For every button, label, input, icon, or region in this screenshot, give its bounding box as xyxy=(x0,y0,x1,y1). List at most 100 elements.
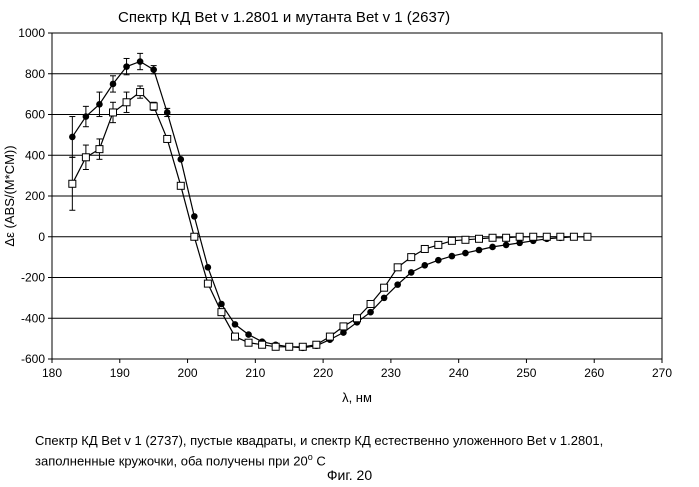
data-point-circle xyxy=(218,300,225,308)
data-point-square xyxy=(68,179,77,188)
x-tick-label: 270 xyxy=(652,366,672,380)
data-point-square xyxy=(583,232,592,241)
data-point-circle xyxy=(462,249,469,257)
data-point-square xyxy=(176,181,185,190)
x-tick-label: 220 xyxy=(313,366,333,380)
x-tick-label: 250 xyxy=(516,366,536,380)
data-point-circle xyxy=(96,101,103,108)
data-point-circle xyxy=(123,63,130,70)
data-point-square xyxy=(244,338,253,347)
x-tick-label: 200 xyxy=(178,366,198,380)
series-2 xyxy=(68,85,592,351)
y-axis-ticks: -600 -400 -200 0 200 400 600 800 1000 xyxy=(18,26,52,366)
data-point-square xyxy=(569,232,578,241)
data-point-square xyxy=(95,145,104,154)
data-point-square xyxy=(542,232,551,241)
data-point-square xyxy=(475,234,483,243)
data-point-square xyxy=(488,233,497,242)
data-point-circle xyxy=(136,58,144,65)
data-point-circle xyxy=(109,80,117,88)
data-point-circle xyxy=(231,321,239,328)
degree-mark: o xyxy=(307,452,313,462)
data-point-square xyxy=(502,233,511,242)
data-point-square xyxy=(529,232,538,241)
caption-line-2: заполненные кружочки, оба получены при 2… xyxy=(35,449,695,469)
data-point-square xyxy=(109,108,117,117)
data-point-circle xyxy=(69,133,76,141)
y-tick-label: -600 xyxy=(21,352,45,366)
x-axis-label: λ, нм xyxy=(342,390,372,405)
data-point-square xyxy=(298,342,307,351)
data-point-circle xyxy=(394,281,401,288)
data-point-square xyxy=(325,332,334,341)
data-point-square xyxy=(190,232,199,241)
data-point-square xyxy=(434,240,443,249)
data-point-square xyxy=(393,263,402,272)
series-group xyxy=(68,52,592,352)
x-tick-label: 240 xyxy=(449,366,469,380)
data-point-square xyxy=(163,134,172,143)
data-point-square xyxy=(217,308,226,317)
y-tick-label: 400 xyxy=(25,148,45,162)
data-point-square xyxy=(556,232,565,241)
caption-line-2-end: C xyxy=(312,453,326,469)
y-axis-label: Δε (ABS/(M*CM)) xyxy=(2,145,17,246)
data-point-square xyxy=(407,253,416,262)
x-tick-label: 230 xyxy=(381,366,401,380)
data-point-square xyxy=(461,235,470,244)
data-point-circle xyxy=(489,243,496,251)
x-tick-label: 190 xyxy=(110,366,130,380)
data-point-circle xyxy=(380,294,388,302)
y-tick-label: 200 xyxy=(25,189,45,203)
data-point-square xyxy=(285,342,294,351)
data-point-square xyxy=(203,279,212,288)
y-tick-label: 600 xyxy=(25,108,45,122)
grid xyxy=(52,73,662,319)
caption-line-1: Спектр КД Bet v 1 (2737), пустые квадрат… xyxy=(35,433,604,448)
data-point-square xyxy=(366,299,375,308)
x-tick-label: 210 xyxy=(245,366,265,380)
y-tick-label: 1000 xyxy=(18,26,45,40)
data-point-circle xyxy=(448,252,456,260)
data-point-circle xyxy=(204,264,212,271)
data-point-square xyxy=(339,322,348,331)
data-point-square xyxy=(380,283,389,292)
data-point-circle xyxy=(516,239,523,247)
caption-line-2-text: заполненные кружочки, оба получены при 2… xyxy=(35,453,308,469)
x-axis-ticks: 180 190 200 210 220 230 240 250 260 270 xyxy=(42,359,672,380)
data-point-circle xyxy=(502,241,510,249)
data-point-square xyxy=(271,342,280,351)
data-point-square xyxy=(447,236,456,245)
data-point-square xyxy=(515,232,524,241)
y-tick-label: 800 xyxy=(25,67,45,81)
data-point-circle xyxy=(340,329,347,336)
data-point-circle xyxy=(82,113,90,120)
data-point-circle xyxy=(191,213,198,220)
data-point-square xyxy=(258,340,267,349)
data-point-square xyxy=(420,244,429,253)
data-point-circle xyxy=(367,308,374,316)
data-point-square xyxy=(81,153,90,162)
y-tick-label: -200 xyxy=(21,271,45,285)
data-point-square xyxy=(312,340,321,349)
data-point-square xyxy=(122,98,131,107)
data-point-circle xyxy=(435,256,442,264)
series-line xyxy=(71,60,574,349)
data-point-circle xyxy=(407,269,415,276)
data-point-square xyxy=(231,332,239,341)
data-point-circle xyxy=(421,261,429,269)
y-tick-label: 0 xyxy=(38,230,45,244)
data-point-circle xyxy=(245,331,252,338)
figure-label: Фиг. 20 xyxy=(326,467,373,483)
x-tick-label: 180 xyxy=(42,366,62,380)
data-point-circle xyxy=(177,156,185,163)
data-point-circle xyxy=(475,246,483,254)
data-point-circle xyxy=(150,66,157,73)
series-line xyxy=(71,91,588,348)
data-point-square xyxy=(149,102,158,111)
figure-caption: Спектр КД Bet v 1 (2737), пустые квадрат… xyxy=(35,432,695,469)
x-tick-label: 260 xyxy=(584,366,604,380)
data-point-square xyxy=(136,88,145,97)
y-tick-label: -400 xyxy=(21,311,45,325)
